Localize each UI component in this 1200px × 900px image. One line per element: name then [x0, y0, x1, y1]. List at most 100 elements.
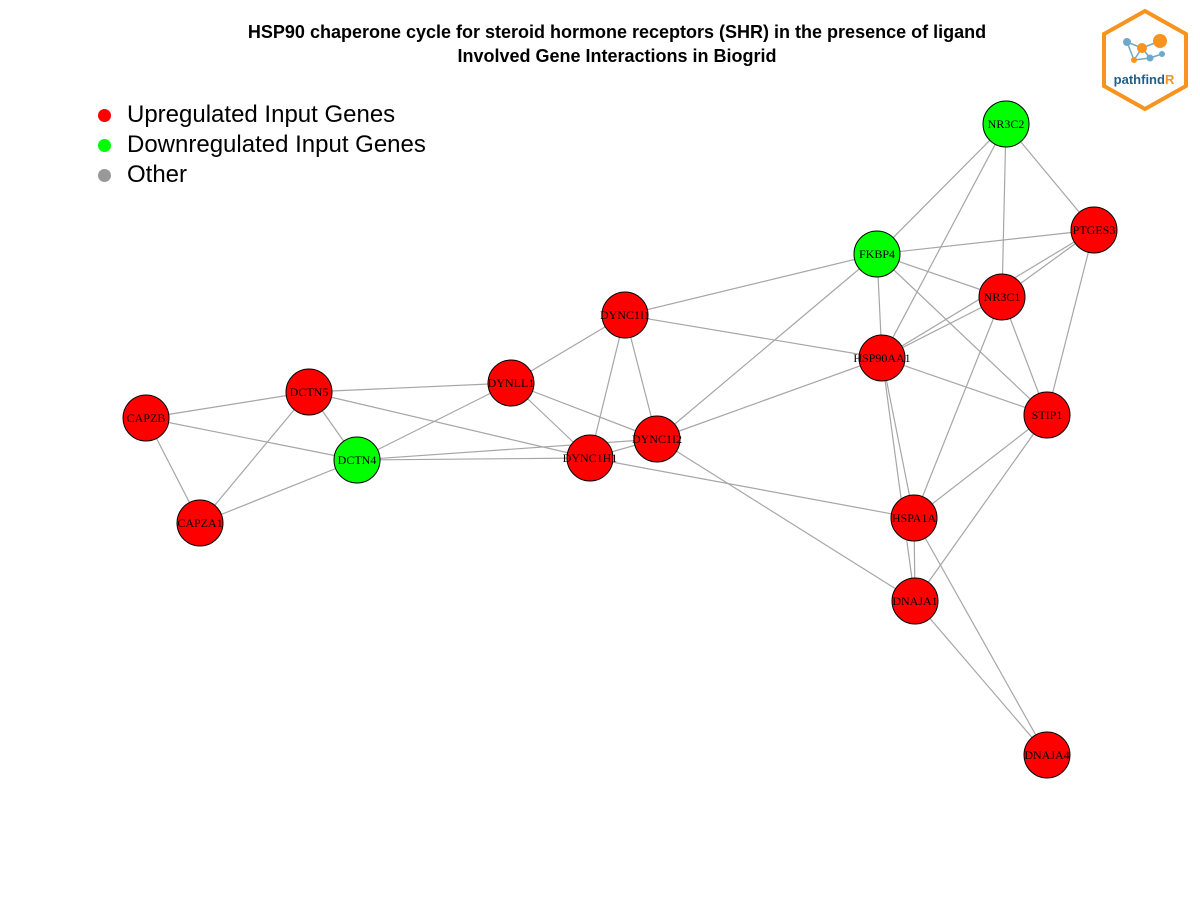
- edge-nr3c2-nr3c1: [1001, 123, 1007, 298]
- logo-text-accent: R: [1165, 72, 1175, 87]
- node-dynll1: DYNLL1: [487, 359, 535, 407]
- node-circle-nr3c2: [982, 100, 1030, 148]
- node-capza1: CAPZA1: [176, 499, 224, 547]
- logo-hexagon: [1102, 8, 1188, 112]
- legend-item-upregulated: Upregulated Input Genes: [98, 100, 426, 130]
- edge-nr3c1-hspa1a: [913, 296, 1003, 519]
- node-circle-nr3c1: [978, 273, 1026, 321]
- node-circle-dync1i1: [601, 291, 649, 339]
- node-dnaja1: DNAJA1: [891, 577, 939, 625]
- node-circle-dctn4: [333, 436, 381, 484]
- node-nr3c1: NR3C1: [978, 273, 1026, 321]
- node-label-hsp90aa1: HSP90AA1: [853, 351, 910, 365]
- logo-text: pathfindR: [1114, 72, 1175, 87]
- node-label-capza1: CAPZA1: [177, 516, 222, 530]
- edge-dync1h1-hspa1a: [589, 457, 915, 519]
- logo-network-nodes: [1123, 34, 1167, 63]
- edge-capzb-dctn4: [145, 417, 358, 461]
- node-label-hspa1a: HSPA1A: [892, 511, 937, 525]
- edge-dynll1-dync1i2: [510, 382, 658, 440]
- edge-dctn5-capzb: [145, 391, 310, 419]
- title-line-1: HSP90 chaperone cycle for steroid hormon…: [247, 22, 987, 42]
- node-circle-dynll1: [487, 359, 535, 407]
- edge-fkbp4-dync1i1: [624, 253, 878, 316]
- node-circle-capzb: [122, 394, 170, 442]
- node-capzb: CAPZB: [122, 394, 170, 442]
- edge-nr3c2-fkbp4: [876, 123, 1007, 255]
- edge-hsp90aa1-dnaja1: [881, 357, 916, 602]
- edge-dnaja1-dnaja4: [914, 600, 1048, 756]
- edge-dynll1-dctn5: [308, 382, 512, 393]
- legend-dot-upregulated: [98, 108, 111, 122]
- legend-item-downregulated: Downregulated Input Genes: [98, 130, 426, 160]
- node-label-dynll1: DYNLL1: [488, 376, 535, 390]
- legend-dot-other: [98, 168, 111, 182]
- node-dync1h1: DYNC1H1: [563, 434, 618, 482]
- pathfindr-logo: pathfindR: [1102, 8, 1188, 112]
- legend: Upregulated Input Genes Downregulated In…: [98, 100, 426, 190]
- chart-title: HSP90 chaperone cycle for steroid hormon…: [0, 20, 1200, 68]
- legend-label-other: Other: [127, 161, 188, 188]
- edge-fkbp4-dync1i2: [656, 253, 878, 440]
- edge-dctn4-dync1h1: [356, 457, 591, 461]
- node-dnaja4: DNAJA4: [1023, 731, 1071, 779]
- edge-hsp90aa1-hspa1a: [881, 357, 915, 519]
- edge-stip1-dnaja1: [914, 414, 1048, 602]
- node-hsp90aa1: HSP90AA1: [853, 334, 911, 382]
- node-nr3c2: NR3C2: [982, 100, 1030, 148]
- node-label-dctn4: DCTN4: [338, 453, 377, 467]
- node-circle-dctn5: [285, 368, 333, 416]
- legend-item-other: Other: [98, 160, 426, 190]
- edge-hsp90aa1-dync1i2: [656, 357, 883, 440]
- node-circle-dync1i2: [633, 415, 681, 463]
- network-nodes: NR3C2 PTGES3 FKBP4 NR3C1 DYNC1I1 HSP90AA1 DYNL…: [122, 100, 1118, 779]
- edge-stip1-hspa1a: [913, 414, 1048, 519]
- edge-nr3c2-hsp90aa1: [881, 123, 1007, 359]
- edge-dync1i1-dync1h1: [589, 314, 626, 459]
- edge-hspa1a-dnaja4: [913, 517, 1048, 756]
- edge-hsp90aa1-stip1: [881, 357, 1048, 416]
- node-label-dync1h1: DYNC1H1: [563, 451, 618, 465]
- node-circle-fkbp4: [853, 230, 901, 278]
- node-circle-stip1: [1023, 391, 1071, 439]
- legend-label-downregulated: Downregulated Input Genes: [127, 131, 426, 158]
- node-hspa1a: HSPA1A: [890, 494, 938, 542]
- node-label-fkbp4: FKBP4: [859, 247, 895, 261]
- network-edges: [145, 123, 1095, 756]
- node-label-dnaja4: DNAJA4: [1024, 748, 1069, 762]
- edge-dctn5-capza1: [199, 391, 310, 524]
- node-circle-hsp90aa1: [858, 334, 906, 382]
- edge-fkbp4-stip1: [876, 253, 1048, 416]
- node-dync1i2: DYNC1I2: [632, 415, 682, 463]
- node-label-stip1: STIP1: [1032, 408, 1063, 422]
- node-circle-dnaja4: [1023, 731, 1071, 779]
- node-label-dctn5: DCTN5: [290, 385, 329, 399]
- edge-dync1i1-hsp90aa1: [624, 314, 883, 359]
- edge-dctn4-capza1: [199, 459, 358, 524]
- legend-label-upregulated: Upregulated Input Genes: [127, 101, 396, 128]
- node-circle-ptges3: [1070, 206, 1118, 254]
- node-fkbp4: FKBP4: [853, 230, 901, 278]
- node-circle-dync1h1: [566, 434, 614, 482]
- node-label-dnaja1: DNAJA1: [892, 594, 937, 608]
- node-ptges3: PTGES3: [1070, 206, 1118, 254]
- node-label-dync1i1: DYNC1I1: [600, 308, 650, 322]
- node-label-nr3c1: NR3C1: [984, 290, 1021, 304]
- node-label-dync1i2: DYNC1I2: [632, 432, 682, 446]
- edge-ptges3-fkbp4: [876, 229, 1095, 255]
- legend-dot-downregulated: [98, 138, 111, 152]
- node-dctn5: DCTN5: [285, 368, 333, 416]
- logo-text-main: pathfind: [1114, 72, 1165, 87]
- node-label-capzb: CAPZB: [127, 411, 166, 425]
- node-dync1i1: DYNC1I1: [600, 291, 650, 339]
- node-circle-dnaja1: [891, 577, 939, 625]
- node-label-nr3c2: NR3C2: [988, 117, 1025, 131]
- edge-dync1i2-dnaja1: [656, 438, 916, 602]
- node-circle-capza1: [176, 499, 224, 547]
- title-line-2: Involved Gene Interactions in Biogrid: [457, 46, 777, 66]
- edge-ptges3-stip1: [1046, 229, 1095, 416]
- node-dctn4: DCTN4: [333, 436, 381, 484]
- node-label-ptges3: PTGES3: [1073, 223, 1116, 237]
- node-circle-hspa1a: [890, 494, 938, 542]
